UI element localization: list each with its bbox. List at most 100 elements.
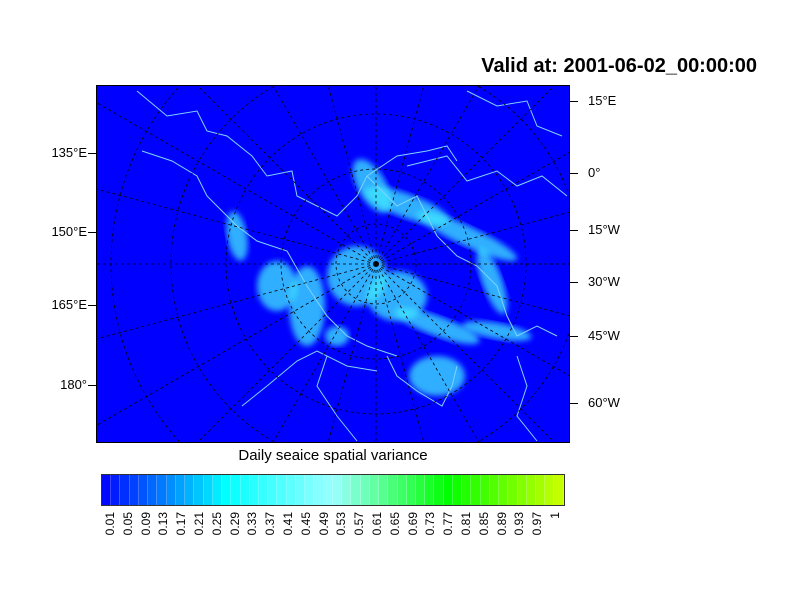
meridian-line	[272, 263, 377, 442]
colorbar-label: 0.05	[120, 512, 135, 536]
meridian-line	[327, 263, 377, 442]
meridian-line	[375, 86, 425, 265]
colorbar-box	[157, 475, 167, 505]
colorbar-box	[268, 475, 278, 505]
colorbar-box	[425, 475, 435, 505]
sea-ice-area	[394, 307, 480, 345]
sea-ice-area	[257, 261, 297, 311]
coastline	[406, 155, 568, 197]
colorbar-box	[175, 475, 186, 505]
meridian-line	[375, 263, 569, 376]
meridian-line	[272, 86, 377, 265]
lon-label: 165°E	[51, 297, 87, 312]
colorbar-box	[185, 475, 195, 505]
colorbar-box	[212, 475, 223, 505]
plot-title: Valid at: 2001-06-02_00:00:00	[481, 55, 757, 77]
lon-label: 30°W	[588, 274, 620, 289]
parallel-line	[225, 113, 527, 415]
colorbar-box	[129, 475, 139, 505]
colorbar-box	[462, 475, 472, 505]
colorbar-box	[323, 475, 333, 505]
meridian-line	[327, 86, 377, 265]
colorbar-box	[360, 475, 370, 505]
colorbar-box	[379, 475, 389, 505]
parallel-line	[110, 86, 180, 442]
colorbar-box	[240, 475, 250, 505]
colorbar-label: 0.89	[494, 512, 509, 536]
lon-label: 180°	[60, 377, 87, 392]
colorbar-label: 0.37	[263, 512, 278, 536]
colorbar-box	[508, 475, 518, 505]
colorbar-label: 0.77	[441, 512, 456, 536]
colorbar-label: 0.09	[138, 512, 153, 536]
colorbar-label: 0.73	[423, 512, 438, 536]
coastline	[141, 150, 398, 357]
meridian-line	[375, 86, 480, 265]
colorbar-box	[369, 475, 380, 505]
colorbar-label: 1	[548, 512, 562, 519]
colorbar-box	[249, 475, 259, 505]
colorbar-box	[489, 475, 500, 505]
colorbar-box	[388, 475, 398, 505]
colorbar-label: 0.25	[209, 512, 224, 536]
colorbar-box	[120, 475, 130, 505]
lon-tick	[570, 282, 578, 283]
plot-subtitle: Daily seaice spatial variance	[238, 447, 428, 464]
colorbar-label: 0.81	[459, 512, 473, 536]
lon-tick	[88, 232, 96, 233]
colorbar-label: 0.01	[103, 512, 117, 536]
lon-label: 0°	[588, 165, 601, 180]
colorbar-label: 0.53	[334, 512, 349, 536]
colorbar-label: 0.57	[352, 512, 367, 536]
coastline	[316, 355, 358, 442]
colorbar-box	[286, 475, 296, 505]
sea-ice-area	[289, 266, 325, 346]
lon-label: 15°E	[588, 93, 617, 108]
lon-tick	[570, 336, 578, 337]
colorbar-box	[351, 475, 361, 505]
colorbar-box	[148, 475, 158, 505]
colorbar-box	[471, 475, 481, 505]
colorbar-box	[166, 475, 176, 505]
lon-tick	[88, 305, 96, 306]
colorbar-box	[111, 475, 121, 505]
lon-tick	[88, 153, 96, 154]
colorbar-box	[231, 475, 241, 505]
colorbar-box	[526, 475, 537, 505]
colorbar-box	[499, 475, 509, 505]
lon-tick	[570, 403, 578, 404]
colorbar-box	[332, 475, 343, 505]
coastline	[136, 90, 458, 217]
meridian-line	[97, 188, 377, 265]
lon-label: 150°E	[51, 224, 87, 239]
colorbar-label: 0.97	[530, 512, 545, 536]
sea-ice-area	[462, 321, 532, 341]
colorbar-box	[545, 475, 555, 505]
lon-tick	[570, 230, 578, 231]
colorbar-box	[138, 475, 149, 505]
coastline	[386, 355, 458, 407]
colorbar-label: 0.69	[405, 512, 420, 536]
colorbar	[101, 474, 565, 506]
colorbar-label: 0.21	[192, 512, 206, 536]
colorbar-box	[314, 475, 324, 505]
colorbar-box	[203, 475, 213, 505]
colorbar-box	[277, 475, 287, 505]
lon-label: 45°W	[588, 328, 620, 343]
colorbar-box	[295, 475, 306, 505]
coastline	[241, 350, 378, 407]
colorbar-box	[406, 475, 416, 505]
colorbar-box	[554, 475, 564, 505]
colorbar-label: 0.17	[174, 512, 189, 536]
colorbar-box	[194, 475, 204, 505]
map-panel	[96, 85, 570, 443]
colorbar-label: 0.61	[370, 512, 384, 536]
colorbar-box	[222, 475, 232, 505]
sea-ice-area	[325, 326, 349, 346]
lon-label: 60°W	[588, 395, 620, 410]
colorbar-box	[536, 475, 546, 505]
colorbar-box	[415, 475, 426, 505]
sea-ice-area	[409, 356, 465, 396]
lon-tick	[570, 173, 578, 174]
colorbar-box	[397, 475, 407, 505]
